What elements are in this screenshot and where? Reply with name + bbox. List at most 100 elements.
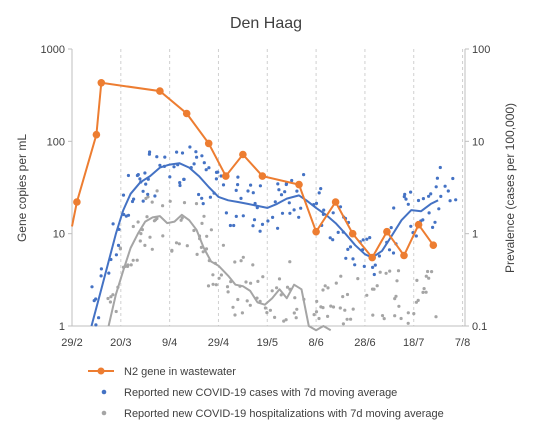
hospitalizations-dot xyxy=(211,273,215,277)
cases-dot xyxy=(138,177,142,181)
hospitalizations-dot xyxy=(394,294,398,298)
hospitalizations-dot xyxy=(294,316,298,320)
y-axis-left-title: Gene copies per mL xyxy=(15,134,29,242)
cases-dot xyxy=(297,215,301,219)
cases-dot xyxy=(427,211,431,215)
cases-dot xyxy=(180,151,185,155)
cases-dot xyxy=(224,211,228,215)
hospitalizations-dot xyxy=(129,263,133,267)
cases-dot xyxy=(219,174,223,178)
x-tick-label: 19/5 xyxy=(257,337,278,349)
cases-dot xyxy=(439,194,443,198)
cases-dot xyxy=(314,201,319,205)
n2-marker xyxy=(97,79,106,87)
hospitalizations-dot xyxy=(424,274,428,278)
hospitalizations-dot xyxy=(339,274,343,278)
hospitalizations-dot xyxy=(378,270,382,274)
hospitalizations-dot xyxy=(334,281,338,285)
n2-marker xyxy=(156,87,164,95)
n2-marker xyxy=(348,229,357,238)
hospitalizations-dot xyxy=(372,287,376,291)
cases-dot xyxy=(155,155,159,159)
cases-dot xyxy=(433,220,437,224)
hospitalizations-dot xyxy=(279,293,283,297)
cases-dot xyxy=(232,223,236,228)
cases-dot xyxy=(336,230,340,234)
cases-dot xyxy=(448,199,452,203)
cases-dot xyxy=(195,155,199,159)
hospitalizations-dot xyxy=(148,235,152,239)
hospitalizations-layer xyxy=(106,189,438,332)
cases-dot xyxy=(402,195,406,199)
cases-dot xyxy=(143,171,147,175)
cases-dot xyxy=(317,191,321,195)
hospitalizations-dot xyxy=(426,269,430,274)
cases-dot xyxy=(365,237,369,241)
hospitalizations-dot xyxy=(201,250,205,254)
cases-dot xyxy=(141,189,145,193)
cases-dot xyxy=(451,176,455,181)
hospitalizations-dot xyxy=(205,234,209,238)
hospitalizations-dot xyxy=(192,228,196,233)
cases-dot xyxy=(454,198,458,202)
hospitalizations-dot xyxy=(345,292,350,297)
n2-marker xyxy=(414,220,423,229)
n2-marker xyxy=(312,227,320,236)
cases-dot xyxy=(328,236,332,240)
cases-dot xyxy=(94,297,98,301)
hospitalizations-dot xyxy=(217,276,221,280)
cases-dot xyxy=(158,163,162,167)
cases-dot xyxy=(178,183,182,188)
hospitalizations-dot xyxy=(177,242,181,246)
hospitalizations-dot xyxy=(375,284,379,288)
cases-dot xyxy=(153,194,157,198)
cases-dot xyxy=(258,184,262,188)
hospitalizations-dot xyxy=(219,273,223,277)
cases-dot xyxy=(280,211,285,215)
legend-item-n2[interactable]: N2 gene in wastewater xyxy=(88,366,236,378)
hospitalizations-dot xyxy=(399,316,403,321)
n2-marker xyxy=(222,172,230,180)
hospitalizations-dot xyxy=(288,260,292,264)
hospitalizations-dot xyxy=(415,278,419,282)
cases-dot xyxy=(99,267,103,271)
cases-dot xyxy=(409,224,413,228)
hospitalizations-dot xyxy=(341,295,345,299)
cases-dot xyxy=(406,202,410,206)
cases-dot xyxy=(414,234,418,238)
x-tick-label: 8/6 xyxy=(308,337,323,349)
hospitalizations-dot xyxy=(211,282,215,286)
hospitalizations-dot xyxy=(273,315,277,319)
legend-item-hospitalizations[interactable]: Reported new COVID-19 hospitalizations w… xyxy=(101,408,444,420)
hospitalizations-dot xyxy=(200,221,204,225)
hospitalizations-dot xyxy=(338,306,342,310)
cases-dot xyxy=(271,215,275,219)
hospitalizations-dot xyxy=(382,317,386,321)
x-tick-label: 20/3 xyxy=(110,337,131,349)
n2-layer xyxy=(71,79,438,262)
cases-dot xyxy=(121,193,126,197)
hospitalizations-dot xyxy=(317,316,321,321)
cases-dot xyxy=(201,202,205,206)
hospitalizations-dot xyxy=(202,214,206,218)
hospitalizations-dot xyxy=(135,258,139,262)
cases-dot xyxy=(292,208,296,212)
cases-dot xyxy=(348,245,353,249)
hospitalizations-dot xyxy=(240,311,244,315)
cases-dot xyxy=(214,177,218,181)
cases-dot xyxy=(228,223,232,228)
cases-dot xyxy=(246,189,250,193)
hospitalizations-dot xyxy=(321,288,325,292)
cases-dot xyxy=(389,226,393,230)
legend-item-cases[interactable]: Reported new COVID-19 cases with 7d movi… xyxy=(101,387,398,399)
cases-dot xyxy=(163,155,167,159)
y-left-tick-label: 1 xyxy=(59,321,65,333)
cases-dot xyxy=(438,165,442,170)
hospitalizations-dot xyxy=(241,255,245,259)
cases-dot xyxy=(188,145,192,149)
hospitalizations-dot xyxy=(150,247,154,251)
cases-dot xyxy=(353,263,357,267)
hospitalizations-dot xyxy=(430,270,434,274)
cases-dot xyxy=(344,256,348,260)
x-tick-label: 9/4 xyxy=(162,337,177,349)
